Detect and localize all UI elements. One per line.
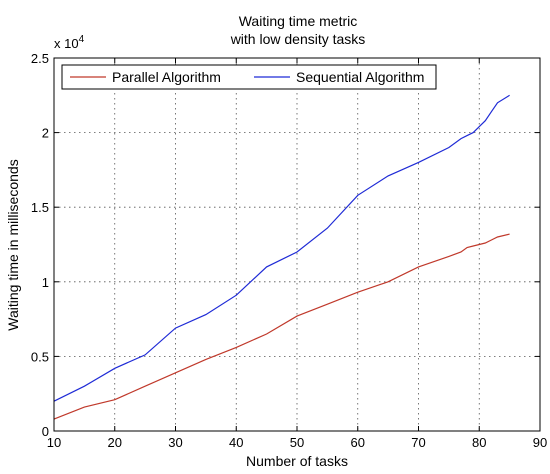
x-tick-label: 30	[168, 435, 182, 450]
x-tick-label: 90	[533, 435, 547, 450]
series-line-parallel-algorithm	[54, 234, 510, 419]
x-tick-label: 70	[411, 435, 425, 450]
x-tick-label: 80	[472, 435, 486, 450]
y-tick-label: 0	[42, 424, 49, 439]
y-tick-label: 2.5	[31, 51, 49, 66]
chart-title-line-1: Waiting time metric	[239, 13, 358, 29]
legend: Parallel Algorithm Sequential Algorithm	[62, 65, 436, 89]
x-tick-label: 40	[229, 435, 243, 450]
x-tick-label: 50	[290, 435, 304, 450]
y-tick-label: 1.5	[31, 200, 49, 215]
x-tick-label: 60	[351, 435, 365, 450]
grid-lines	[54, 58, 540, 431]
series-lines	[54, 95, 510, 419]
y-axis-label: Waiting time in milliseconds	[5, 159, 21, 330]
y-exponent-label: x 104	[54, 34, 85, 51]
legend-label-parallel: Parallel Algorithm	[112, 69, 221, 85]
chart-title-line-2: with low density tasks	[230, 31, 366, 47]
x-axis-label: Number of tasks	[246, 453, 348, 469]
legend-label-sequential: Sequential Algorithm	[296, 69, 424, 85]
y-tick-label: 0.5	[31, 349, 49, 364]
x-tick-label: 20	[108, 435, 122, 450]
y-tick-label: 1	[42, 275, 49, 290]
series-line-sequential-algorithm	[54, 95, 510, 401]
y-tick-label: 2	[42, 126, 49, 141]
